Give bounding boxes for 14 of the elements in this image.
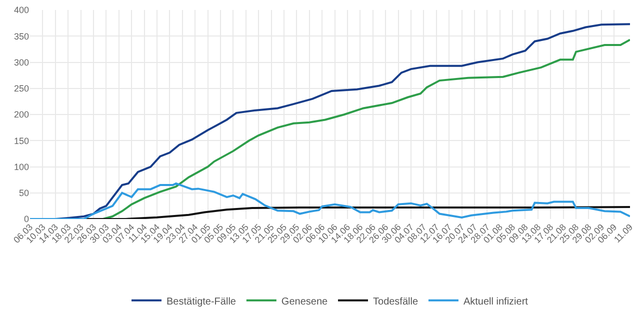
y-tick-label: 250 — [14, 84, 29, 94]
y-tick-label: 300 — [14, 57, 29, 68]
y-tick-label: 50 — [18, 188, 29, 198]
y-tick-label: 200 — [14, 110, 29, 120]
line-series — [30, 182, 630, 219]
y-tick-label: 150 — [14, 136, 29, 146]
y-tick-label: 0 — [24, 214, 29, 224]
legend-label: Genesene — [281, 296, 328, 308]
y-tick-label: 350 — [14, 31, 29, 42]
legend-label: Bestätigte-Fälle — [166, 296, 236, 308]
y-tick-label: 400 — [14, 5, 29, 16]
y-tick-label: 100 — [14, 162, 29, 172]
legend-label: Todesfälle — [373, 296, 418, 308]
legend-label: Aktuell infiziert — [463, 296, 528, 308]
